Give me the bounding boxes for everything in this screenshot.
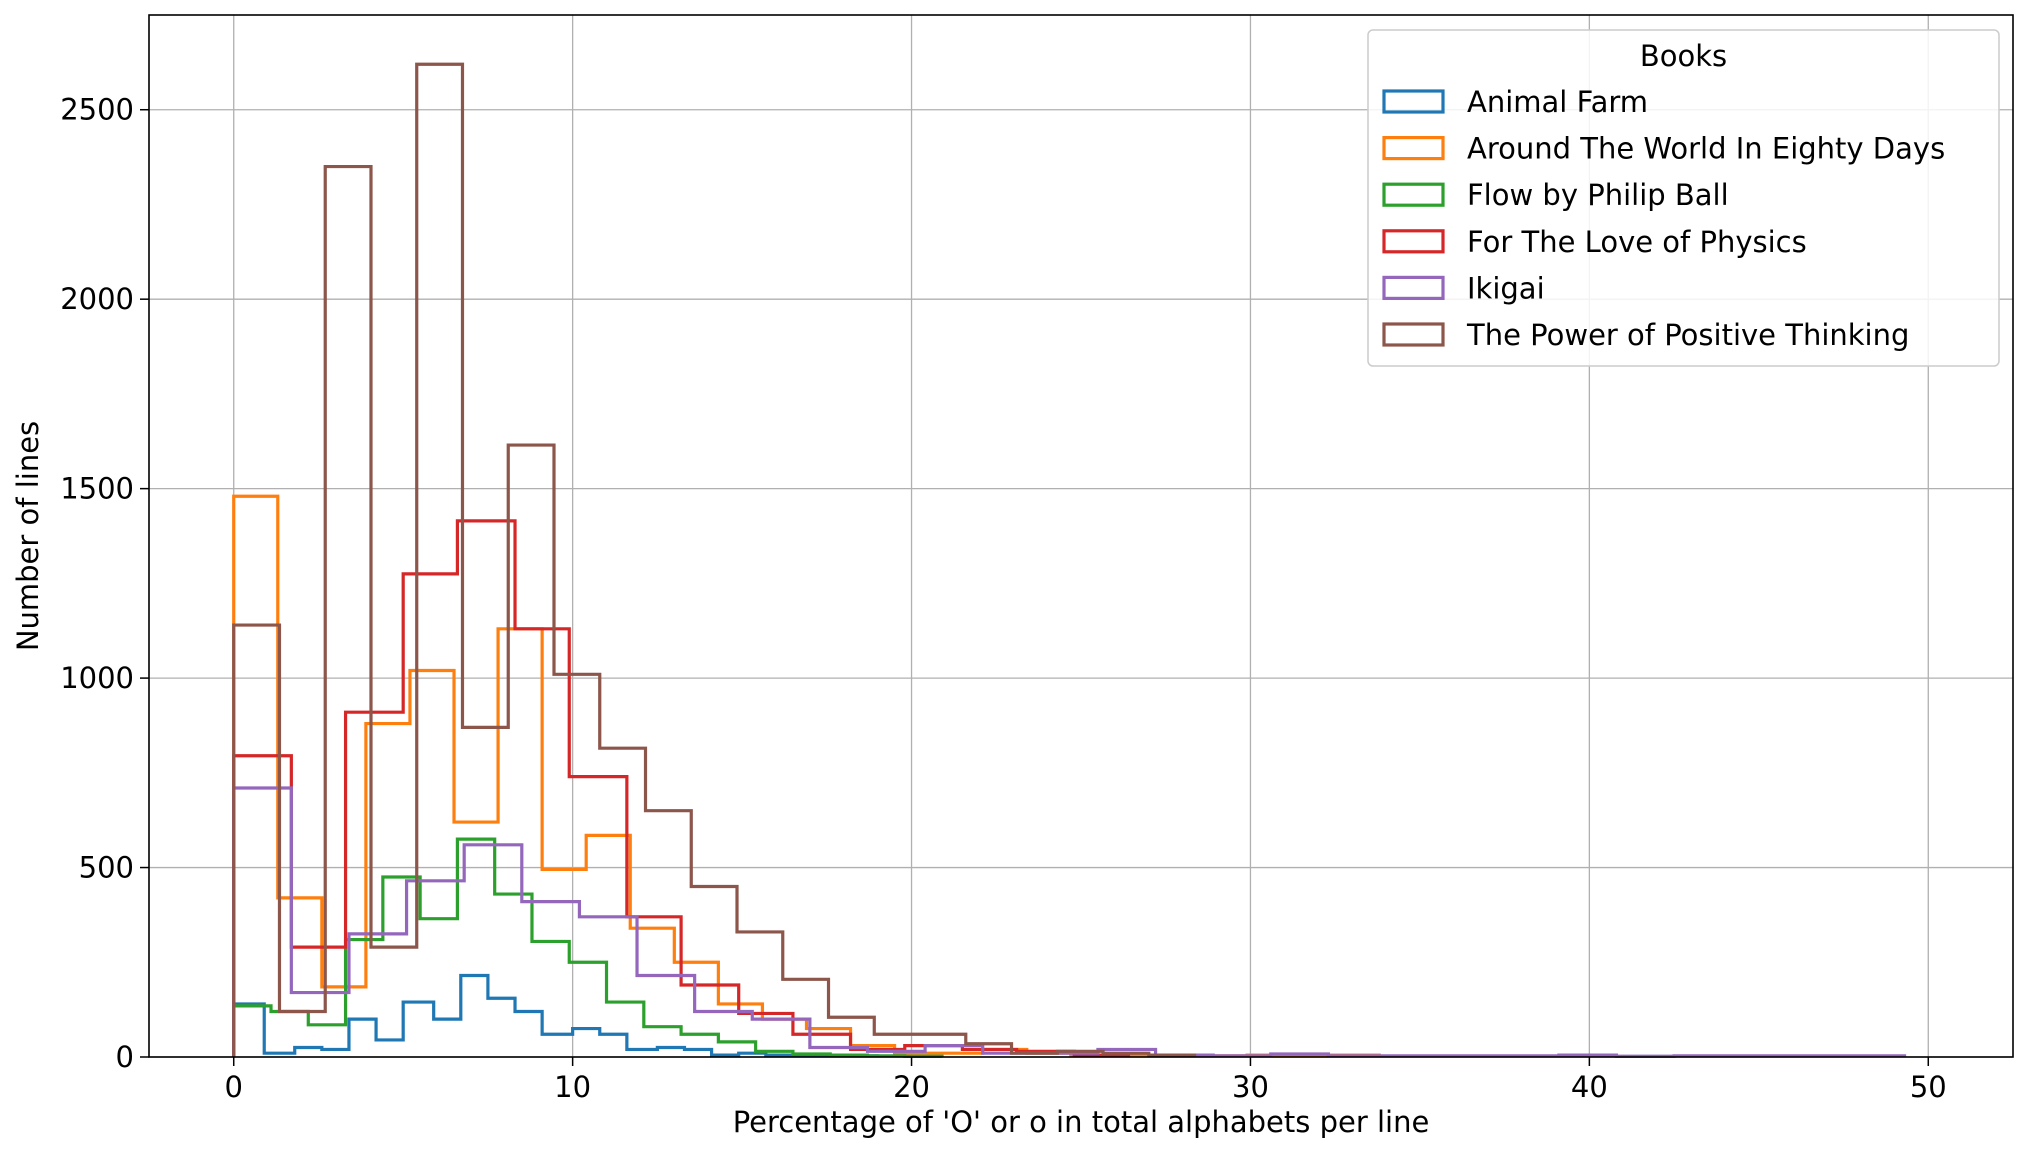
y-tick-label: 0: [116, 1040, 134, 1074]
legend-label-animal-farm: Animal Farm: [1467, 85, 1648, 119]
x-tick-label: 20: [893, 1070, 930, 1104]
legend-swatch-ikigai: [1382, 275, 1445, 300]
y-tick-label: 1500: [60, 472, 134, 506]
y-tick-label: 2000: [60, 282, 134, 316]
x-tick-label: 0: [225, 1070, 243, 1104]
plot-frame: [148, 14, 2014, 1058]
series-step-for-the-love-of-physics: [232, 519, 1131, 1057]
series-step-ikigai: [232, 786, 1907, 1058]
x-axis-label: Percentage of 'O' or o in total alphabet…: [733, 1105, 1430, 1139]
legend-swatch-animal-farm: [1382, 89, 1445, 114]
series-step-animal-farm: [232, 973, 880, 1058]
y-axis-label: Number of lines: [11, 421, 45, 651]
y-tick-label: 2500: [60, 93, 134, 127]
legend-label-flow-by-philip-ball: Flow by Philip Ball: [1467, 178, 1729, 212]
series-step-the-power-of-positive-thinking: [232, 62, 1197, 1057]
legend-label-for-the-love-of-physics: For The Love of Physics: [1467, 225, 1807, 259]
series-step-flow-by-philip-ball: [232, 837, 944, 1058]
legend-swatch-around-the-world-in-eighty-days: [1382, 136, 1445, 161]
y-tick-label: 500: [79, 851, 134, 885]
legend-label-ikigai: Ikigai: [1467, 271, 1545, 305]
series-layer: [232, 62, 1907, 1058]
x-tick-label: 10: [554, 1070, 591, 1104]
x-tick-label: 50: [1910, 1070, 1947, 1104]
legend-box: [1367, 29, 2000, 367]
x-tick-label: 30: [1232, 1070, 1269, 1104]
legend-label-the-power-of-positive-thinking: The Power of Positive Thinking: [1466, 318, 1909, 352]
legend-label-around-the-world-in-eighty-days: Around The World In Eighty Days: [1467, 132, 1945, 166]
legend-swatch-for-the-love-of-physics: [1382, 229, 1445, 254]
legend-items: Animal Farm Around The World In Eighty Da…: [1382, 85, 1945, 352]
y-tick-label: 1000: [60, 661, 134, 695]
legend-title: Books: [1640, 39, 1727, 73]
legend: Books Animal Farm Around The World In Eig…: [1367, 29, 2000, 367]
legend-swatch-the-power-of-positive-thinking: [1382, 322, 1445, 347]
x-tick-label: 40: [1571, 1070, 1608, 1104]
legend-swatch-flow-by-philip-ball: [1382, 182, 1445, 207]
